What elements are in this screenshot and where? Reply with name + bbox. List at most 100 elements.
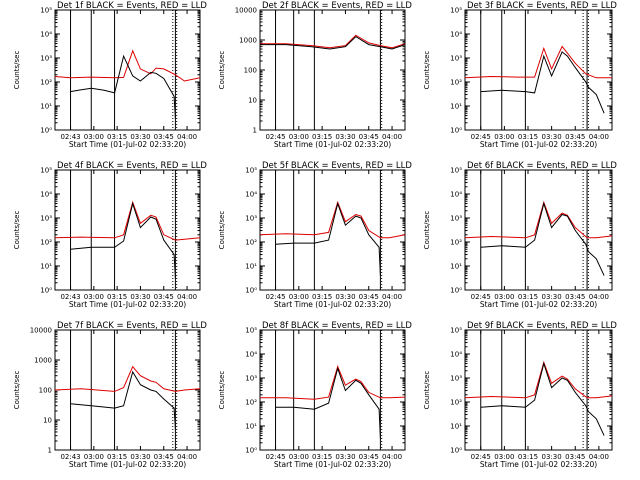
y-tick-label: 10⁰ [450,447,462,455]
y-tick-label: 10000 [235,7,257,15]
axes-frame [464,329,613,451]
x-tick-label: 04:00 [382,453,402,461]
panel-title: Det 5f BLACK = Events, RED = LLD [262,161,412,171]
axes-frame [259,9,406,131]
x-tick-label: 04:00 [382,293,402,301]
series-events-line [275,201,381,276]
y-tick-label: 100 [244,67,257,75]
y-tick-label: 10⁴ [450,31,462,39]
y-tick-label: 1000 [34,357,52,365]
series-lld-line [464,200,613,239]
y-tick-label: 10³ [450,55,462,63]
y-tick-label: 10⁴ [450,351,462,359]
x-tick-label: 03:30 [542,293,562,301]
x-tick-label: 03:45 [359,133,379,141]
x-tick-label: 03:15 [518,293,538,301]
series-lld-line [464,45,612,79]
y-tick-label: 10⁰ [245,287,257,295]
y-tick-label: 10³ [245,215,257,223]
y-tick-label: 10⁴ [245,191,257,199]
panel-title: Det 9f BLACK = Events, RED = LLD [467,321,617,331]
y-tick-label: 10⁵ [40,7,52,15]
x-tick-label: 03:30 [130,133,150,141]
panel-det-1f: Det 1f BLACK = Events, RED = LLD 10⁰ 10¹ 10… [13,1,207,149]
panel-det-8f: Det 8f BLACK = Events, RED = LLD 10⁰ 10¹ 10… [218,321,412,469]
y-tick-label: 10³ [245,375,257,383]
x-tick-label: 03:45 [565,293,585,301]
x-tick-label: 03:45 [359,453,379,461]
axes-frame [54,169,201,291]
x-tick-label: 03:15 [312,293,332,301]
y-tick-label: 10¹ [245,263,257,271]
panel-det-6f: Det 6f BLACK = Events, RED = LLD 10⁰ 10¹ 10… [423,161,617,309]
y-tick-label: 10² [245,239,257,247]
x-tick-label: 03:00 [84,453,104,461]
panel-det-3f: Det 3f BLACK = Events, RED = LLD 10⁰ 10¹ 10… [423,1,617,149]
y-tick-label: 10² [450,399,462,407]
y-tick-label: 10¹ [450,103,462,111]
x-tick-label: 04:00 [589,133,609,141]
series-lld-line [260,365,406,400]
series-events-line [480,201,605,276]
series-lld-line [259,200,406,239]
y-tick-label: 10 [248,97,257,105]
x-tick-label: 03:15 [518,133,538,141]
x-tick-label: 04:00 [589,453,609,461]
x-axis-label: Start Time (01-Jul-02 02:33:20) [69,460,186,469]
x-tick-label: 03:00 [494,453,514,461]
x-tick-label: 03:30 [335,453,355,461]
axes-frame [259,169,406,291]
y-tick-label: 100 [39,387,52,395]
y-tick-label: 10³ [450,375,462,383]
x-tick-label: 03:15 [107,133,127,141]
x-tick-label: 02:45 [471,133,491,141]
y-tick-label: 10³ [450,215,462,223]
y-tick-label: 10⁰ [40,287,52,295]
panel-title: Det 2f BLACK = Events, RED = LLD [262,1,412,11]
x-tick-label: 04:00 [177,133,197,141]
y-tick-label: 10⁵ [450,7,462,15]
x-tick-label: 04:00 [177,293,197,301]
x-axis-label: Start Time (01-Jul-02 02:33:20) [480,140,597,149]
y-tick-label: 10⁴ [40,31,52,39]
x-tick-label: 03:15 [312,453,332,461]
y-tick-label: 10⁵ [40,167,52,175]
y-tick-label: 10³ [40,215,52,223]
series-events-line [480,361,605,436]
y-tick-label: 10⁰ [450,287,462,295]
x-tick-label: 03:45 [154,453,174,461]
x-tick-label: 04:00 [177,453,197,461]
x-tick-label: 02:43 [60,293,80,301]
series-lld-line [464,360,613,399]
x-tick-label: 03:30 [335,133,355,141]
y-tick-label: 10⁵ [245,167,257,175]
series-lld-line [260,34,406,49]
x-tick-label: 03:00 [84,293,104,301]
x-tick-label: 03:00 [289,293,309,301]
x-tick-label: 03:15 [518,453,538,461]
y-tick-label: 10¹ [245,423,257,431]
y-axis-label: Counts/sec [218,211,226,250]
y-tick-label: 10⁰ [245,447,257,455]
y-tick-label: 10¹ [450,263,462,271]
x-tick-label: 03:15 [107,293,127,301]
y-axis-label: Counts/sec [13,211,21,250]
x-tick-label: 02:45 [471,453,491,461]
panel-det-5f: Det 5f BLACK = Events, RED = LLD 10⁰ 10¹ 10… [218,161,412,309]
y-tick-label: 10⁴ [245,351,257,359]
y-tick-label: 10 [43,417,52,425]
panel-title: Det 1f BLACK = Events, RED = LLD [57,1,207,11]
y-axis-label: Counts/sec [423,51,431,90]
y-tick-label: 10² [40,239,52,247]
x-axis-label: Start Time (01-Jul-02 02:33:20) [274,140,391,149]
y-tick-label: 10⁰ [450,127,462,135]
y-axis-label: Counts/sec [13,51,21,90]
panel-det-4f: Det 4f BLACK = Events, RED = LLD 10⁰ 10¹ 10… [13,161,207,309]
x-tick-label: 03:00 [494,293,514,301]
x-axis-label: Start Time (01-Jul-02 02:33:20) [69,140,186,149]
series-events-line [70,201,176,279]
x-tick-label: 02:43 [60,133,80,141]
axes-frame [464,169,613,291]
y-tick-label: 10² [245,399,257,407]
